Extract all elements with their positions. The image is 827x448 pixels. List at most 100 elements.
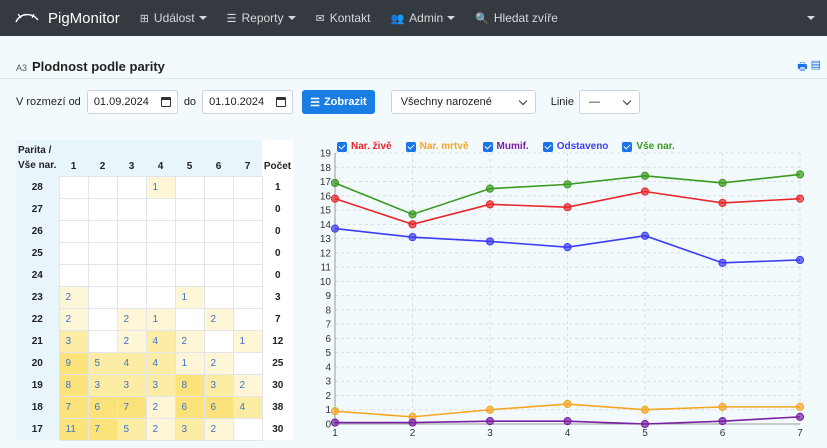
table-cell[interactable]: 4 xyxy=(145,351,176,375)
col-header: 2 xyxy=(88,140,117,176)
birth-type-select[interactable]: Všechny narozené xyxy=(390,90,536,114)
export-icon[interactable]: ▤ xyxy=(810,59,821,71)
legend-item[interactable]: Mumif. xyxy=(482,141,529,152)
brand[interactable]: PigMonitor xyxy=(14,10,120,27)
table-cell[interactable]: 1 xyxy=(145,175,176,199)
nav-udalost[interactable]: ⊞ Událost xyxy=(140,11,207,25)
nav-reporty[interactable]: ☰ Reporty xyxy=(227,11,296,25)
table-cell[interactable]: 2 xyxy=(58,307,89,331)
to-date-input[interactable]: 01.10.2024 xyxy=(202,90,294,114)
page-header: A3 Plodnost podle parity xyxy=(16,59,165,74)
table-cell[interactable]: 4 xyxy=(116,351,147,375)
table-cell[interactable]: 11 xyxy=(58,417,89,441)
y-tick-label: 13 xyxy=(320,234,332,245)
data-point xyxy=(408,233,417,242)
table-cell[interactable]: 3 xyxy=(116,373,147,397)
table-cell xyxy=(87,285,118,309)
table-cell[interactable]: 8 xyxy=(58,373,89,397)
data-point xyxy=(795,194,805,203)
checkbox-icon[interactable] xyxy=(622,141,633,152)
table-cell[interactable]: 8 xyxy=(174,373,205,397)
caret-down-icon xyxy=(198,16,207,20)
table-cell[interactable]: 4 xyxy=(232,395,263,419)
checkbox-icon[interactable] xyxy=(482,141,493,152)
legend-item[interactable]: Vše nar. xyxy=(622,141,675,152)
line-select[interactable]: — xyxy=(578,90,640,114)
y-tick-label: 8 xyxy=(325,305,331,316)
y-tick-label: 11 xyxy=(321,263,332,274)
table-cell[interactable]: 1 xyxy=(232,329,263,353)
table-cell[interactable]: 3 xyxy=(203,373,234,397)
row-total: 7 xyxy=(262,308,293,330)
list-icon: ☰ xyxy=(226,12,237,25)
table-cell[interactable]: 6 xyxy=(87,395,118,419)
y-tick-label: 19 xyxy=(320,149,332,160)
nav-admin[interactable]: 👥 Admin xyxy=(390,11,456,25)
y-tick-label: 6 xyxy=(325,334,331,345)
col-header: 6 xyxy=(204,140,233,176)
table-cell xyxy=(232,263,263,287)
table-cell[interactable]: 7 xyxy=(87,417,118,441)
table-cell[interactable]: 1 xyxy=(174,351,205,375)
checkbox-icon[interactable] xyxy=(405,141,416,152)
legend-item[interactable]: Nar. živě xyxy=(337,141,392,152)
chart-legend: Nar. živě Nar. mrtvě Mumif. Odstaveno Vše na… xyxy=(337,141,689,152)
user-menu-caret-icon[interactable] xyxy=(807,16,815,20)
row-header-line2: Vše nar. xyxy=(18,160,57,171)
table-cell[interactable]: 2 xyxy=(58,285,89,309)
table-row: 20 9 5 4 4 1 2 25 xyxy=(16,351,293,375)
col-header: 1 xyxy=(59,140,88,176)
table-cell xyxy=(87,219,118,243)
nav-kontakt[interactable]: ✉ Kontakt xyxy=(316,11,371,25)
from-date-input[interactable]: 01.09.2024 xyxy=(86,90,178,114)
table-cell[interactable]: 2 xyxy=(203,307,234,331)
y-tick-label: 3 xyxy=(325,377,331,388)
data-point xyxy=(408,418,417,427)
row-label: 24 xyxy=(16,264,59,286)
table-cell[interactable]: 5 xyxy=(116,417,147,441)
show-button[interactable]: ☰ Zobrazit xyxy=(302,90,375,114)
table-cell[interactable]: 6 xyxy=(203,395,234,419)
table-cell[interactable]: 3 xyxy=(58,329,89,353)
table-cell[interactable]: 2 xyxy=(116,307,147,331)
checkbox-icon[interactable] xyxy=(337,141,347,152)
row-label: 26 xyxy=(16,220,59,242)
table-cell[interactable]: 7 xyxy=(58,395,89,419)
y-tick-label: 10 xyxy=(320,277,332,288)
table-cell[interactable]: 2 xyxy=(116,329,147,353)
y-tick-label: 4 xyxy=(325,362,331,373)
table-cell[interactable]: 6 xyxy=(174,395,205,419)
table-cell[interactable]: 1 xyxy=(174,285,205,309)
table-cell[interactable]: 3 xyxy=(87,373,118,397)
table-row: 23 2 1 3 xyxy=(16,285,293,309)
legend-item[interactable]: Odstaveno xyxy=(542,141,608,152)
nav-hledat-label: Hledat zvíře xyxy=(493,11,558,25)
table-cell[interactable]: 2 xyxy=(203,351,234,375)
table-cell[interactable]: 7 xyxy=(116,395,147,419)
to-label: do xyxy=(183,96,197,108)
table-row: 21 3 2 4 2 1 12 xyxy=(16,329,293,353)
table-cell[interactable]: 9 xyxy=(58,351,89,375)
data-point xyxy=(795,412,805,421)
table-cell[interactable]: 4 xyxy=(145,329,176,353)
table-cell[interactable]: 2 xyxy=(145,417,176,441)
row-total: 1 xyxy=(262,176,293,198)
nav-hledat[interactable]: 🔍 Hledat zvíře xyxy=(475,11,558,25)
table-cell[interactable]: 5 xyxy=(87,351,118,375)
checkbox-icon[interactable] xyxy=(542,141,553,152)
plus-square-icon: ⊞ xyxy=(139,12,149,25)
legend-item[interactable]: Nar. mrtvě xyxy=(405,141,469,152)
row-label: 25 xyxy=(16,242,59,264)
table-cell xyxy=(203,219,234,243)
table-cell[interactable]: 2 xyxy=(145,395,176,419)
print-icon[interactable]: 🖶 xyxy=(797,61,808,73)
table-cell[interactable]: 2 xyxy=(232,373,263,397)
list-icon: ☰ xyxy=(310,96,320,109)
col-header: 7 xyxy=(233,140,262,176)
table-cell[interactable]: 3 xyxy=(145,373,176,397)
table-cell[interactable]: 1 xyxy=(145,307,176,331)
nav-udalost-label: Událost xyxy=(153,11,195,25)
table-cell[interactable]: 3 xyxy=(174,417,205,441)
table-cell[interactable]: 2 xyxy=(174,329,205,353)
table-cell[interactable]: 2 xyxy=(203,417,234,441)
